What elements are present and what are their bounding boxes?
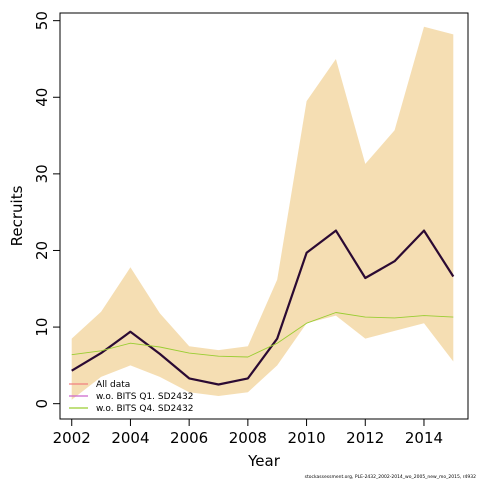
y-tick-label: 30 [33,164,51,183]
y-tick-label: 10 [33,318,51,337]
legend-label: w.o. BITS Q1. SD2432 [96,392,193,402]
x-tick-label: 2002 [53,429,91,447]
footer-credit: stockassessment.org, PLE-2432_2002-2014_… [305,474,476,480]
x-tick-label: 2008 [229,429,267,447]
series-line-w-o-bits-q1-sd2432 [71,229,455,386]
series-line-w-o-bits-q4-sd2432 [71,312,454,358]
y-tick-label: 50 [33,11,51,30]
legend-label: All data [96,380,130,390]
y-axis-label: Recruits [8,185,26,246]
y-axis: 0 10 20 30 40 50 [33,11,61,409]
x-axis: 2002 2004 2006 2008 2010 2012 2014 [53,418,443,447]
confidence-band [71,26,454,400]
x-tick-label: 2012 [346,429,384,447]
confidence-band-layer [71,26,454,400]
series-lines-layer [71,229,455,386]
legend: All data w.o. BITS Q1. SD2432 w.o. BITS Q4… [69,380,193,414]
y-tick-label: 0 [33,399,51,409]
x-axis-label: Year [247,452,281,470]
x-tick-label: 2004 [111,429,149,447]
x-tick-label: 2010 [287,429,325,447]
y-tick-label: 40 [33,88,51,107]
x-tick-label: 2014 [405,429,443,447]
x-tick-label: 2006 [170,429,208,447]
y-tick-label: 20 [33,241,51,260]
legend-label: w.o. BITS Q4. SD2432 [96,404,193,414]
